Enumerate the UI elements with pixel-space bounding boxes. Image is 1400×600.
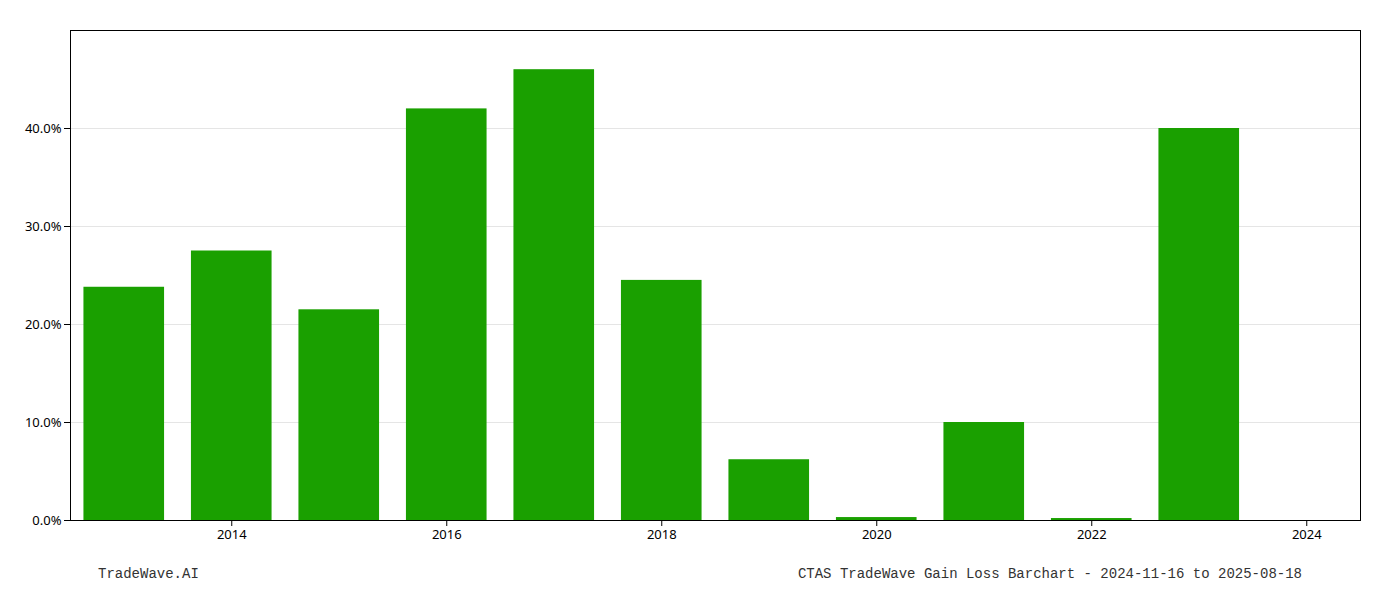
svg-text:2014: 2014 (217, 525, 247, 543)
html-text:TradeWave.AI: TradeWave.AI (98, 566, 199, 582)
svg-text:40.0%: 40.0% (25, 119, 62, 137)
svg-text:0.0%: 0.0% (32, 511, 61, 529)
svg-text:2020: 2020 (862, 525, 892, 543)
html-text:CTAS TradeWave Gain Loss Barch: CTAS TradeWave Gain Loss Barchart - 2024… (797, 566, 1302, 582)
svg-text:2016: 2016 (432, 525, 462, 543)
svg-text:2024: 2024 (1292, 525, 1322, 543)
svg-text:20.0%: 20.0% (25, 315, 62, 333)
svg-text:2018: 2018 (647, 525, 677, 543)
svg-text:30.0%: 30.0% (25, 217, 62, 235)
svg-text:2022: 2022 (1077, 525, 1107, 543)
svg-text:10.0%: 10.0% (25, 413, 62, 431)
